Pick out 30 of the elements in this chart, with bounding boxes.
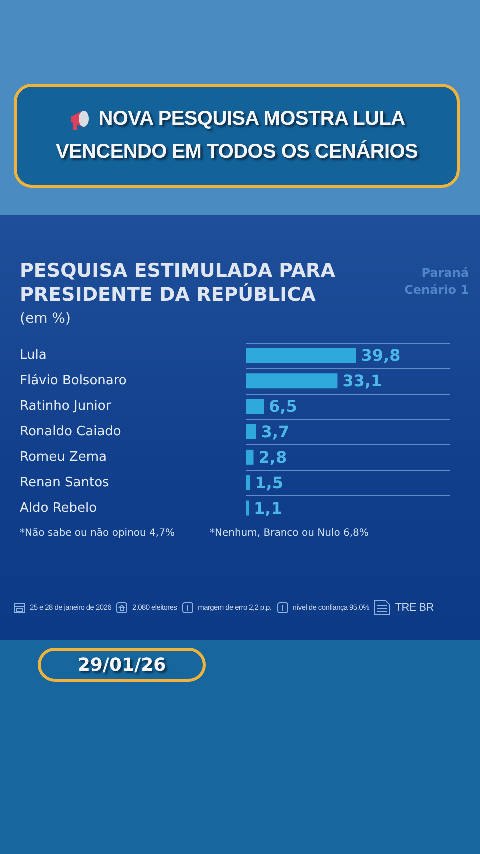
text: *Nenhum, Branco ou Nulo 6,8% [210,528,369,539]
y-tick-label: Lula [20,348,47,364]
y-tick-label: Aldo Rebelo [20,500,98,516]
data-label: 6,5 [269,397,298,416]
chart-title: PESQUISA ESTIMULADA PARA PRESIDENTE DA REPÚBLICA [20,259,336,307]
bar [246,475,250,490]
text: Paraná [420,265,469,282]
data-label: 1,1 [254,498,282,518]
data-label: 2,8 [258,448,288,467]
text: NOVA PESQUISA MOSTRA LULA VENCENDO EM TODOS OS CENÁRIOS [54,107,420,165]
y-tick-label: Ratinho Junior [20,399,112,414]
y-tick-label: Ronaldo Caiado [20,424,122,440]
text: 29/01/26 [38,648,206,682]
y-tick-label: Renan Santos [20,475,110,490]
bar [246,348,356,364]
y-tick-label: Romeu Zema [20,450,107,465]
data-label: 33,1 [342,372,382,391]
data-label: 1,5 [255,473,284,492]
text: TRE BR [394,600,434,616]
y-tick-label: Flávio Bolsonaro [20,374,127,389]
text: (em %) [20,311,71,327]
bar [246,450,254,465]
text: *Não sabe ou não opinou 4,7% [20,528,175,539]
bar [246,399,264,414]
data-label: 3,7 [261,422,290,442]
data-label: 39,8 [361,346,401,366]
text: Cenário 1 [404,282,469,299]
bar [246,424,256,440]
bar [246,374,338,389]
bar [246,500,250,516]
